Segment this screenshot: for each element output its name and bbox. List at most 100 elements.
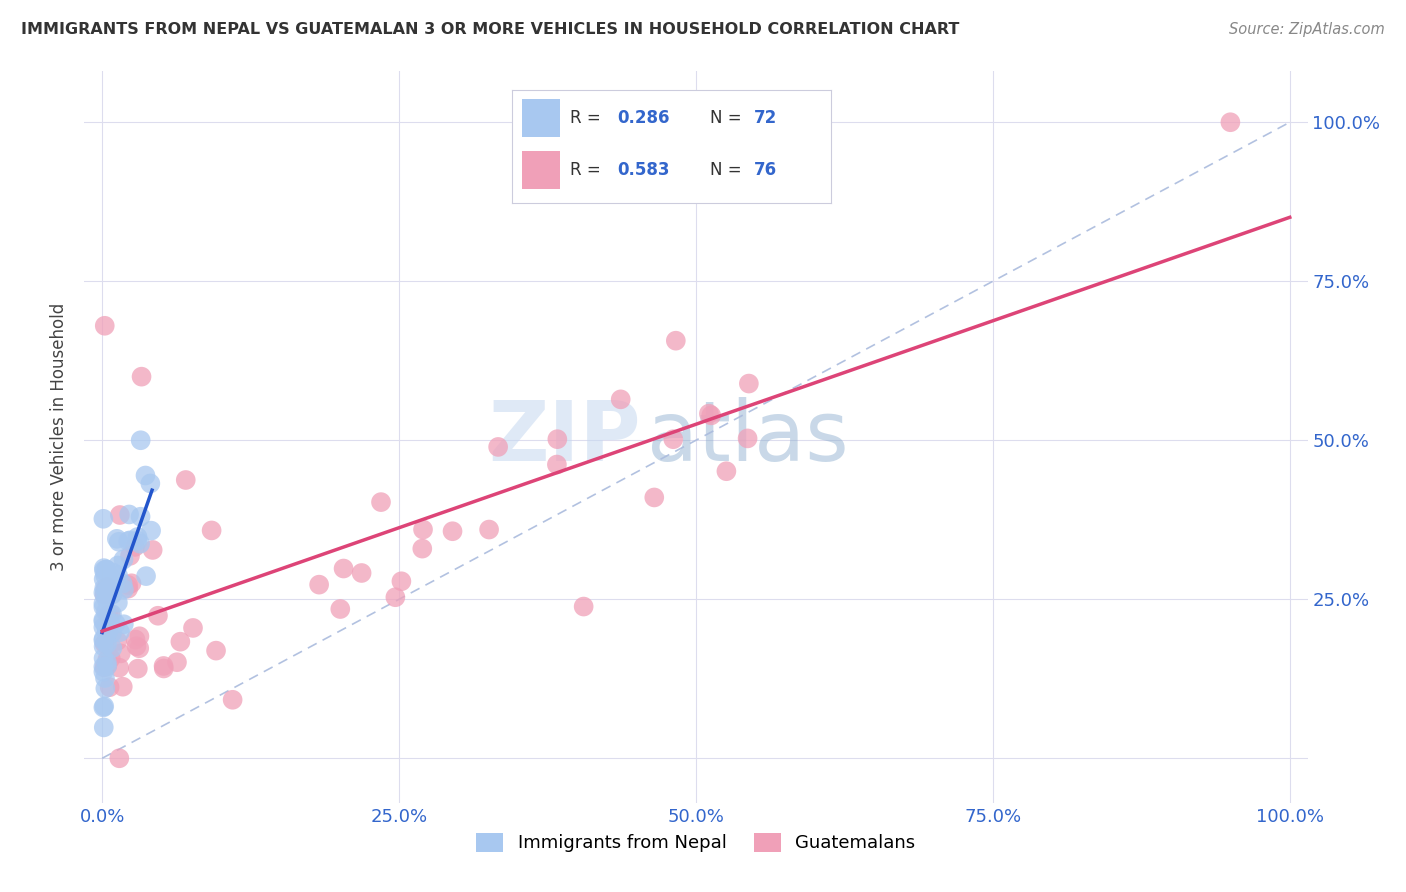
Point <box>105 532 128 546</box>
Point <box>93 600 115 615</box>
Point <box>107 558 129 573</box>
Point <box>94 671 117 685</box>
Point <box>93 564 115 578</box>
Point <box>111 576 134 591</box>
Point <box>486 440 509 454</box>
Point <box>572 599 595 614</box>
Point <box>107 568 129 582</box>
Point <box>93 665 115 679</box>
Point <box>93 588 115 602</box>
Point <box>93 659 115 673</box>
Text: IMMIGRANTS FROM NEPAL VS GUATEMALAN 3 OR MORE VEHICLES IN HOUSEHOLD CORRELATION : IMMIGRANTS FROM NEPAL VS GUATEMALAN 3 OR… <box>21 22 959 37</box>
Point <box>118 533 141 548</box>
Point <box>96 623 118 637</box>
Point <box>700 409 723 423</box>
Point <box>97 621 120 635</box>
Point <box>201 524 224 538</box>
Point <box>93 572 115 586</box>
Point <box>737 431 759 445</box>
Point <box>134 468 156 483</box>
Point <box>93 660 115 674</box>
Point <box>108 751 131 765</box>
Point <box>1219 115 1241 129</box>
Point <box>93 597 115 611</box>
Point <box>546 432 568 446</box>
Point <box>93 637 115 651</box>
Point <box>128 629 150 643</box>
Point <box>665 334 688 348</box>
Y-axis label: 3 or more Vehicles in Household: 3 or more Vehicles in Household <box>51 303 69 571</box>
Point <box>118 508 141 522</box>
Point <box>142 543 165 558</box>
Point <box>107 534 129 549</box>
Point <box>93 633 115 648</box>
Point <box>662 432 685 446</box>
Point <box>478 523 501 537</box>
Legend: Immigrants from Nepal, Guatemalans: Immigrants from Nepal, Guatemalans <box>470 826 922 860</box>
Point <box>94 681 117 696</box>
Point <box>98 616 121 631</box>
Point <box>101 626 124 640</box>
Point <box>94 605 117 619</box>
Point <box>117 534 139 549</box>
Point <box>100 607 122 621</box>
Text: ZIP: ZIP <box>488 397 641 477</box>
Point <box>94 582 117 596</box>
Point <box>412 523 434 537</box>
Point <box>101 587 124 601</box>
Point <box>93 651 115 665</box>
Point <box>112 582 135 597</box>
Point <box>97 584 120 599</box>
Point <box>101 607 124 621</box>
Point <box>127 533 149 548</box>
Point <box>96 563 118 577</box>
Point <box>117 578 139 592</box>
Point <box>112 617 135 632</box>
Point <box>332 561 354 575</box>
Point <box>93 720 115 734</box>
Point <box>104 616 127 631</box>
Point <box>93 512 115 526</box>
Point <box>124 540 146 554</box>
Point <box>169 634 191 648</box>
Point <box>105 633 128 648</box>
Point <box>174 473 197 487</box>
Point <box>100 651 122 665</box>
Point <box>108 625 131 640</box>
Point <box>93 632 115 646</box>
Point <box>94 587 117 601</box>
Point <box>350 566 373 580</box>
Point <box>111 680 134 694</box>
Point <box>94 568 117 582</box>
Point <box>308 577 330 591</box>
Point <box>129 537 152 551</box>
Point <box>94 318 117 333</box>
Point <box>101 641 124 656</box>
Point <box>93 699 115 714</box>
Point <box>97 624 120 639</box>
Point <box>97 624 120 639</box>
Point <box>117 582 139 596</box>
Point <box>221 692 243 706</box>
Point <box>716 464 738 478</box>
Point <box>94 620 117 634</box>
Point <box>93 561 115 575</box>
Point <box>139 476 162 491</box>
Point <box>101 578 124 592</box>
Point <box>93 585 115 599</box>
Point <box>100 620 122 634</box>
Text: atlas: atlas <box>647 397 849 477</box>
Point <box>101 566 124 580</box>
Point <box>93 613 115 627</box>
Point <box>93 620 115 634</box>
Point <box>93 700 115 714</box>
Point <box>370 495 392 509</box>
Point <box>118 549 141 563</box>
Point <box>96 625 118 640</box>
Point <box>121 576 143 591</box>
Point <box>96 637 118 651</box>
Point <box>100 587 122 601</box>
Point <box>139 524 162 538</box>
Point <box>108 508 131 522</box>
Point <box>96 652 118 666</box>
